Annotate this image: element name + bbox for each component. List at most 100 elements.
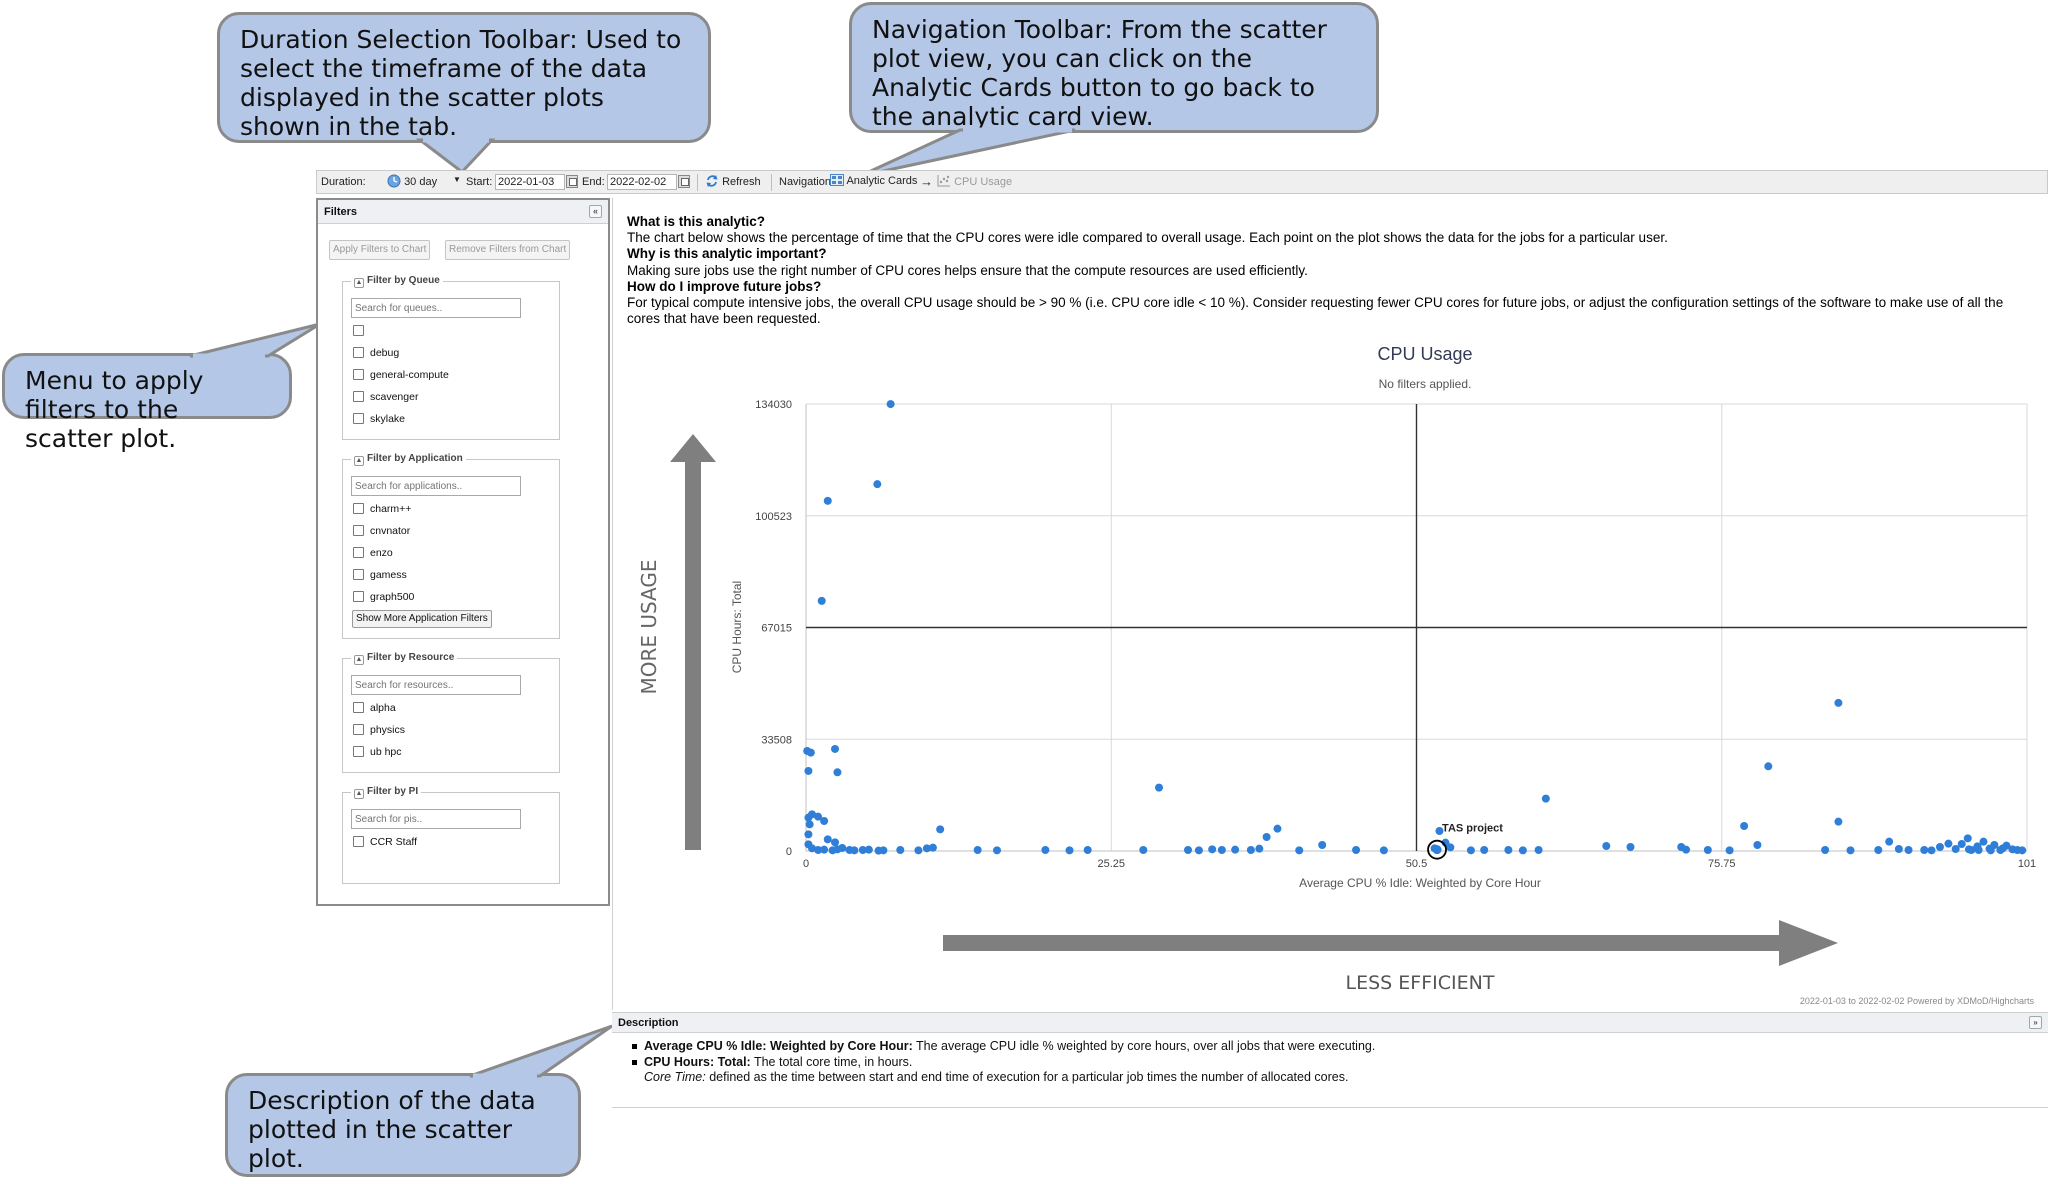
- data-point: [2018, 846, 2027, 855]
- collapse-icon[interactable]: ▲: [354, 456, 364, 466]
- data-point: [1065, 846, 1074, 855]
- collapse-icon[interactable]: ▲: [354, 278, 364, 288]
- data-point: [1998, 844, 2007, 853]
- apply-filters-button[interactable]: Apply Filters to Chart: [329, 240, 431, 260]
- callout-navigation: Navigation Toolbar: From the scatter plo…: [849, 2, 1379, 133]
- data-point: [1480, 845, 1489, 854]
- checkbox[interactable]: [353, 503, 364, 514]
- expand-icon[interactable]: »: [2029, 1016, 2042, 1029]
- duration-dropdown[interactable]: 30 day: [387, 174, 437, 188]
- checkbox[interactable]: [353, 724, 364, 735]
- resource-search-input[interactable]: [351, 675, 521, 695]
- application-search-input[interactable]: [351, 476, 521, 496]
- checkbox[interactable]: [353, 413, 364, 424]
- data-point: [1753, 840, 1762, 849]
- queue-search-input[interactable]: [351, 298, 521, 318]
- checkbox[interactable]: [353, 547, 364, 558]
- description-text: The total core time, in hours.: [750, 1054, 913, 1069]
- clock-icon: [387, 174, 401, 188]
- queue-option[interactable]: debug: [353, 347, 399, 359]
- application-option[interactable]: charm++: [353, 503, 411, 515]
- x-tick-label: 101: [2018, 858, 2036, 870]
- calendar-icon[interactable]: [566, 175, 578, 188]
- analytic-cards-button[interactable]: Analytic Cards: [830, 174, 917, 187]
- description-title: Description: [618, 1017, 679, 1029]
- description-term: Core Time:: [644, 1070, 706, 1084]
- queue-option[interactable]: [353, 325, 370, 337]
- checkbox[interactable]: [353, 525, 364, 536]
- filter-application: ▲Filter by Application charm++ cnvnator …: [342, 453, 560, 639]
- y-tick-label: 100523: [755, 511, 792, 523]
- data-point: [1904, 845, 1913, 854]
- filter-pi-title: Filter by PI: [367, 786, 419, 797]
- queue-option[interactable]: skylake: [353, 413, 405, 425]
- resource-option[interactable]: physics: [353, 724, 405, 736]
- duration-label: Duration:: [321, 176, 366, 188]
- chart-subtitle: No filters applied.: [1379, 377, 1472, 391]
- start-date-field[interactable]: 2022-01-03: [495, 174, 565, 190]
- data-point: [858, 845, 867, 854]
- checkbox[interactable]: [353, 569, 364, 580]
- show-more-applications-button[interactable]: Show More Application Filters: [352, 610, 492, 628]
- filter-pi-legend[interactable]: ▲ Filter by PI: [351, 786, 422, 799]
- answer-why: Making sure jobs use the right number of…: [627, 262, 1308, 278]
- remove-filters-button[interactable]: Remove Filters from Chart: [445, 240, 571, 260]
- option-label: general-compute: [370, 369, 449, 381]
- option-label: gamess: [370, 569, 407, 581]
- end-date-field[interactable]: 2022-02-02: [607, 174, 677, 190]
- data-point: [873, 480, 882, 489]
- filter-queue-legend[interactable]: ▲ Filter by Queue: [351, 275, 443, 288]
- refresh-button[interactable]: Refresh: [705, 174, 761, 188]
- description-header: Description »: [612, 1013, 2048, 1033]
- filter-resource-legend[interactable]: ▲ Filter by Resource: [351, 652, 458, 665]
- up-arrow-head: [670, 434, 716, 462]
- filter-application-legend[interactable]: ▲ Filter by Application: [351, 453, 466, 466]
- queue-option[interactable]: scavenger: [353, 391, 418, 403]
- chevron-down-icon[interactable]: ▼: [453, 175, 461, 184]
- checkbox[interactable]: [353, 591, 364, 602]
- data-point: [1944, 839, 1953, 848]
- data-point: [896, 845, 905, 854]
- checkbox[interactable]: [353, 391, 364, 402]
- checkbox[interactable]: [353, 836, 364, 847]
- checkbox[interactable]: [353, 325, 364, 336]
- pi-option[interactable]: CCR Staff: [353, 836, 417, 848]
- data-point: [1964, 845, 1973, 854]
- data-point: [1935, 842, 1944, 851]
- current-view-label: CPU Usage: [954, 176, 1013, 188]
- collapse-icon[interactable]: ▲: [354, 655, 364, 665]
- queue-option[interactable]: general-compute: [353, 369, 449, 381]
- description-list: Average CPU % Idle: Weighted by Core Hou…: [612, 1033, 2048, 1086]
- option-label: debug: [370, 347, 400, 359]
- calendar-icon[interactable]: [678, 175, 690, 188]
- checkbox[interactable]: [353, 702, 364, 713]
- application-option[interactable]: enzo: [353, 547, 393, 559]
- collapse-icon[interactable]: «: [589, 205, 602, 218]
- callout-filters: Menu to apply filters to the scatter plo…: [2, 353, 292, 453]
- data-point: [1821, 845, 1830, 854]
- current-view: CPU Usage: [937, 174, 1012, 188]
- data-point: [831, 838, 840, 847]
- collapse-icon[interactable]: ▲: [354, 789, 364, 799]
- option-label: enzo: [370, 547, 393, 559]
- data-point: [1273, 824, 1282, 833]
- resource-option[interactable]: ub hpc: [353, 746, 402, 758]
- checkbox[interactable]: [353, 347, 364, 358]
- data-point: [850, 846, 859, 855]
- y-tick-label: 134030: [755, 399, 792, 411]
- pi-search-input[interactable]: [351, 809, 521, 829]
- description-text: The average CPU idle % weighted by core …: [912, 1039, 1376, 1053]
- application-option[interactable]: cnvnator: [353, 525, 410, 537]
- checkbox[interactable]: [353, 746, 364, 757]
- resource-option[interactable]: alpha: [353, 702, 396, 714]
- filters-title: Filters: [324, 206, 358, 218]
- application-option[interactable]: gamess: [353, 569, 407, 581]
- checkbox[interactable]: [353, 369, 364, 380]
- data-point: [1139, 845, 1148, 854]
- application-option[interactable]: graph500: [353, 591, 414, 603]
- x-tick-label: 0: [803, 858, 809, 870]
- data-point: [1262, 832, 1271, 841]
- data-point: [814, 845, 823, 854]
- start-label: Start:: [466, 176, 493, 188]
